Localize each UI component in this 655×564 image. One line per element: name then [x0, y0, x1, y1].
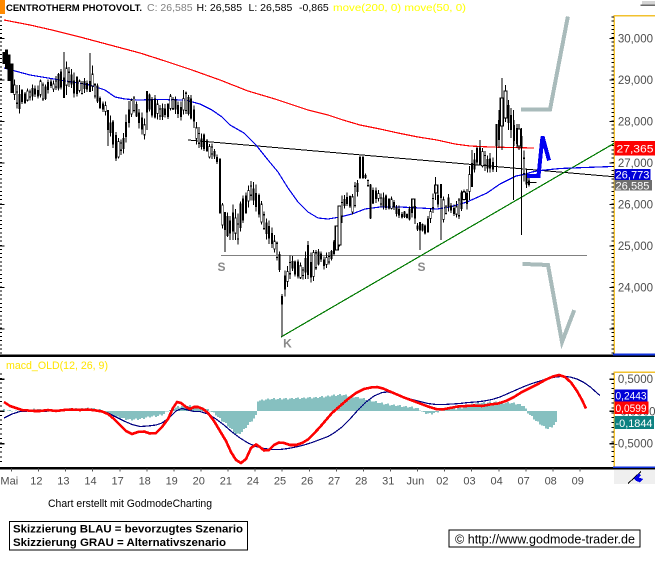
svg-text:26,000: 26,000 [618, 200, 653, 212]
svg-text:Skizzierung GRAU = Alternativs: Skizzierung GRAU = Alternativszenario [13, 537, 226, 549]
svg-text:-0,1844: -0,1844 [616, 418, 653, 430]
svg-text:move(200, 0) move(50, 0): move(200, 0) move(50, 0) [333, 2, 466, 14]
svg-text:Skizzierung BLAU = bevorzugtes: Skizzierung BLAU = bevorzugtes Szenario [13, 524, 243, 536]
svg-text:S: S [417, 260, 425, 274]
svg-text:Jun: Jun [407, 476, 425, 488]
svg-text:0,0599: 0,0599 [616, 403, 647, 415]
svg-text:K: K [283, 337, 292, 351]
svg-text:02: 02 [436, 476, 448, 488]
svg-text:29,000: 29,000 [618, 75, 653, 87]
svg-text:24: 24 [247, 476, 259, 488]
svg-text:S: S [217, 260, 225, 274]
svg-text:CENTROTHERM PHOTOVOLT.: CENTROTHERM PHOTOVOLT. [6, 3, 142, 14]
svg-text:17: 17 [111, 476, 123, 488]
svg-text:0,5000: 0,5000 [618, 374, 653, 386]
svg-text:21: 21 [220, 476, 232, 488]
svg-text:14: 14 [84, 476, 96, 488]
svg-text:27,000: 27,000 [618, 158, 653, 170]
svg-text:© http://www.godmode-trader.de: © http://www.godmode-trader.de [455, 533, 635, 547]
svg-text:30,000: 30,000 [618, 34, 653, 46]
svg-text:31: 31 [382, 476, 394, 488]
svg-text:18: 18 [139, 476, 151, 488]
svg-text:25: 25 [274, 476, 286, 488]
svg-text:26,585: 26,585 [616, 180, 650, 192]
svg-text:07: 07 [517, 476, 529, 488]
svg-text:macd_OLD(12, 26, 9): macd_OLD(12, 26, 9) [6, 360, 108, 372]
svg-text:24,000: 24,000 [618, 283, 653, 295]
svg-text:H: 26,585: H: 26,585 [197, 2, 243, 14]
svg-text:Mai: Mai [0, 476, 18, 488]
svg-text:C: 26,585: C: 26,585 [147, 2, 193, 14]
svg-text:0,2443: 0,2443 [616, 391, 647, 403]
svg-text:04: 04 [490, 476, 502, 488]
svg-text:26: 26 [301, 476, 313, 488]
svg-text:03: 03 [463, 476, 475, 488]
svg-text:Chart erstellt mit GodmodeChar: Chart erstellt mit GodmodeCharting [48, 498, 212, 510]
svg-text:-0,865: -0,865 [299, 2, 329, 14]
svg-text:20: 20 [193, 476, 205, 488]
svg-text:27: 27 [328, 476, 340, 488]
svg-text:L: 26,585: L: 26,585 [249, 2, 293, 14]
svg-text:26,773: 26,773 [616, 170, 650, 182]
svg-text:08: 08 [545, 476, 557, 488]
svg-text:19: 19 [166, 476, 178, 488]
svg-text:28,000: 28,000 [618, 117, 653, 129]
svg-text:09: 09 [572, 476, 584, 488]
svg-text:-0,5000: -0,5000 [614, 439, 653, 451]
svg-text:27,365: 27,365 [617, 144, 654, 156]
svg-text:12: 12 [30, 476, 42, 488]
svg-text:13: 13 [57, 476, 69, 488]
svg-text:25,000: 25,000 [618, 241, 653, 253]
svg-text:28: 28 [355, 476, 367, 488]
